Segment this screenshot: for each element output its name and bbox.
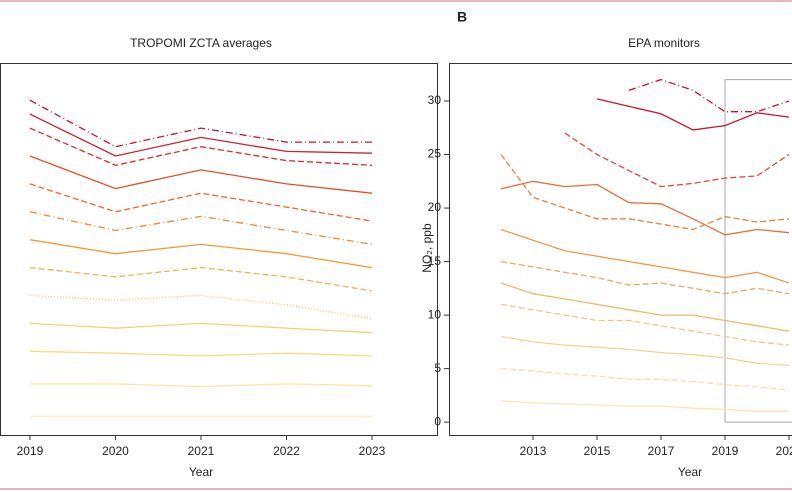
series-line [29,322,373,334]
x-tick-label: 2013 [520,444,547,458]
x-tick-label: 2020 [102,444,129,458]
series-line [29,183,373,222]
series-line [500,282,790,332]
y-tick-label: 30 [428,93,442,107]
series-line [29,294,373,320]
panel-title: EPA monitors [628,36,700,50]
x-tick-label: 2019 [17,444,44,458]
series-line [29,99,372,148]
series-line [500,303,790,346]
panel-title: TROPOMI ZCTA averages [130,36,272,50]
plot-frame [0,63,438,436]
series-line [596,98,790,131]
plot-frame [449,63,792,436]
y-tick-label: 20 [428,200,442,214]
series-line [500,400,789,413]
x-tick-label: 2015 [584,444,611,458]
series-line [29,239,373,269]
y-tick-label: 15 [428,254,442,268]
y-axis-label: NO₂, ppb [420,223,434,273]
series-line [29,266,373,292]
x-tick-label: 2023 [359,444,386,458]
y-tick-label: 0 [434,414,441,428]
series-line [500,228,790,284]
series-line [628,78,790,113]
x-tick-label: 2017 [648,444,675,458]
series-line [29,211,373,246]
y-tick-label: 5 [434,361,441,375]
panel-label: B [457,9,467,25]
series-line [500,367,790,391]
series-line [564,132,790,188]
series-line [500,335,790,367]
x-tick-label: 2021 [776,444,792,458]
series-line [29,155,373,194]
x-axis-label: Year [678,465,702,479]
y-tick-label: 10 [428,307,442,321]
y-tick-label: 25 [428,147,442,161]
series-line [29,127,373,166]
x-tick-label: 2019 [712,444,739,458]
x-tick-label: 2021 [188,444,215,458]
x-tick-label: 2022 [273,444,300,458]
highlight-box [724,79,792,423]
series-line [29,113,373,157]
series-line [500,260,790,295]
series-line [29,350,373,357]
series-line [29,383,373,388]
series-line [500,154,790,231]
x-axis-label: Year [189,465,213,479]
series-line [500,180,790,236]
